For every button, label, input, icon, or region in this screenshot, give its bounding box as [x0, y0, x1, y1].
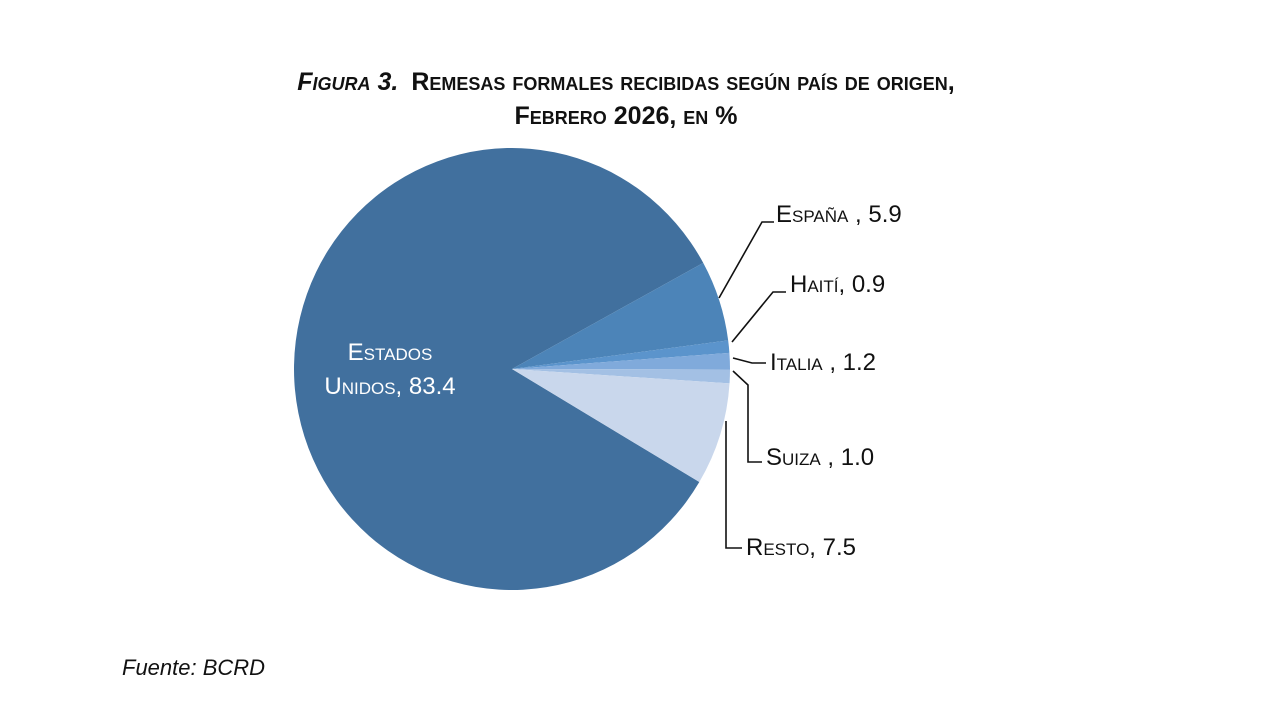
source-note: Fuente: BCRD	[122, 655, 265, 680]
svg-text:Febrero 2026, en %: Febrero 2026, en %	[515, 102, 738, 130]
slice-label-suiza: Suiza , 1.0	[766, 444, 874, 471]
chart-title-line2: Febrero 2026, en %	[515, 102, 738, 130]
leader-line-italia	[732, 357, 766, 364]
leader-line-espana	[718, 221, 774, 299]
slice-label-estados-unidos-line2: Unidos, 83.4	[324, 373, 455, 400]
slice-label-resto: Resto, 7.5	[746, 534, 856, 561]
pie-slice-resto	[512, 369, 730, 483]
pie-slice-espa-a	[512, 262, 729, 369]
pie-slice-hait-	[512, 340, 730, 369]
slice-label-italia: Italia , 1.2	[770, 349, 876, 376]
slice-label-estados-unidos: Estados Unidos, 83.4	[324, 339, 455, 400]
pie-slice-italia	[512, 352, 731, 370]
chart-title-line1: Remesas formales recibidas según país de…	[411, 68, 954, 96]
pie-slice-suiza	[512, 369, 730, 384]
chart-title: Figura 3. Remesas formales recibidas seg…	[297, 68, 954, 130]
slice-label-haiti: Haití, 0.9	[790, 271, 885, 298]
leader-line-suiza	[732, 370, 762, 463]
leader-line-haiti	[731, 291, 786, 343]
slice-label-espana: España , 5.9	[776, 201, 902, 228]
pie-slices	[294, 147, 731, 590]
leader-line-resto	[725, 421, 742, 549]
leader-lines	[718, 221, 786, 549]
chart-title-prefix: Figura 3.	[297, 68, 398, 96]
slice-label-estados-unidos-line1: Estados	[348, 339, 433, 366]
slice-labels: España , 5.9 Haití, 0.9 Italia , 1.2 Sui…	[746, 201, 902, 561]
svg-text:Figura 3. Remesas formal: Figura 3. Remesas formales recibidas seg…	[297, 68, 954, 96]
pie-slice-estados-unidos	[294, 147, 704, 590]
